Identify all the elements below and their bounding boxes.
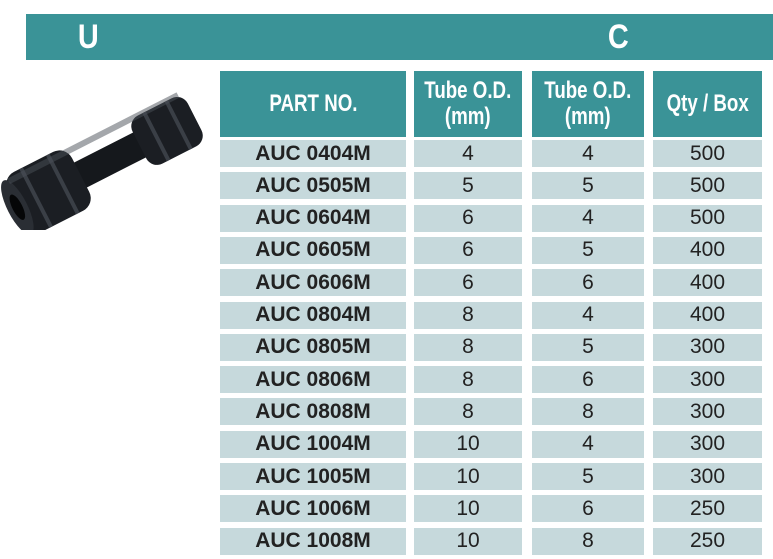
- column-header: Tube O.D. (mm): [414, 71, 522, 137]
- part-number-cell: AUC 0605M: [220, 236, 406, 264]
- part-number-cell: AUC 1004M: [220, 430, 406, 458]
- table-cell: 4: [532, 301, 644, 329]
- part-number-cell: AUC 0404M: [220, 140, 406, 167]
- part-number-cell: AUC 1005M: [220, 463, 406, 490]
- table-cell: 6: [414, 204, 522, 232]
- column-header-label: Qty / Box: [666, 90, 749, 117]
- push-fit-union-connector-icon: [1, 92, 203, 230]
- banner-letter-c: C: [607, 18, 629, 56]
- table-cell: 250: [653, 495, 762, 523]
- table-cell: 8: [532, 527, 644, 555]
- table-cell: 400: [653, 236, 762, 264]
- table-cell: 4: [414, 140, 522, 167]
- table-cell: 300: [653, 430, 762, 458]
- table-cell: 400: [653, 269, 762, 297]
- table-cell: 300: [653, 366, 762, 394]
- table-cell: 5: [414, 172, 522, 200]
- table-cell: 6: [532, 495, 644, 523]
- table-cell: 250: [653, 527, 762, 555]
- table-cell: 6: [532, 269, 644, 297]
- table-cell: 4: [532, 430, 644, 458]
- part-number-cell: AUC 1006M: [220, 495, 406, 523]
- part-number-cell: AUC 0805M: [220, 333, 406, 361]
- table-cell: 6: [532, 366, 644, 394]
- part-number-cell: AUC 1008M: [220, 527, 406, 555]
- table-cell: 5: [532, 333, 644, 361]
- banner-letter-u: U: [77, 18, 99, 56]
- table-cell: 300: [653, 463, 762, 490]
- table-cell: 10: [414, 463, 522, 490]
- table-cell: 8: [414, 398, 522, 426]
- column-header: Qty / Box: [653, 71, 762, 137]
- table-cell: 5: [532, 463, 644, 490]
- table-cell: 4: [532, 204, 644, 232]
- part-number-cell: AUC 0604M: [220, 204, 406, 232]
- table-cell: 10: [414, 527, 522, 555]
- column-header-label: PART NO.: [268, 90, 358, 117]
- part-number-cell: AUC 0606M: [220, 269, 406, 297]
- table-cell: 10: [414, 430, 522, 458]
- column-header: Tube O.D. (mm): [532, 71, 644, 137]
- part-number-cell: AUC 0804M: [220, 301, 406, 329]
- table-cell: 10: [414, 495, 522, 523]
- title-banner: U C: [26, 14, 773, 60]
- table-cell: 4: [532, 140, 644, 167]
- table-cell: 6: [414, 269, 522, 297]
- table-cell: 300: [653, 333, 762, 361]
- table-cell: 6: [414, 236, 522, 264]
- column-header: PART NO.: [220, 71, 406, 137]
- table-cell: 8: [414, 301, 522, 329]
- column-header-label: Tube O.D. (mm): [544, 77, 632, 130]
- table-cell: 300: [653, 398, 762, 426]
- column-header-label: Tube O.D. (mm): [424, 77, 512, 130]
- part-number-cell: AUC 0808M: [220, 398, 406, 426]
- table-cell: 5: [532, 172, 644, 200]
- table-cell: 8: [532, 398, 644, 426]
- part-number-cell: AUC 0505M: [220, 172, 406, 200]
- table-cell: 400: [653, 301, 762, 329]
- table-cell: 500: [653, 172, 762, 200]
- table-cell: 8: [414, 366, 522, 394]
- table-cell: 5: [532, 236, 644, 264]
- part-number-cell: AUC 0806M: [220, 366, 406, 394]
- table-cell: 500: [653, 140, 762, 167]
- table-cell: 8: [414, 333, 522, 361]
- table-cell: 500: [653, 204, 762, 232]
